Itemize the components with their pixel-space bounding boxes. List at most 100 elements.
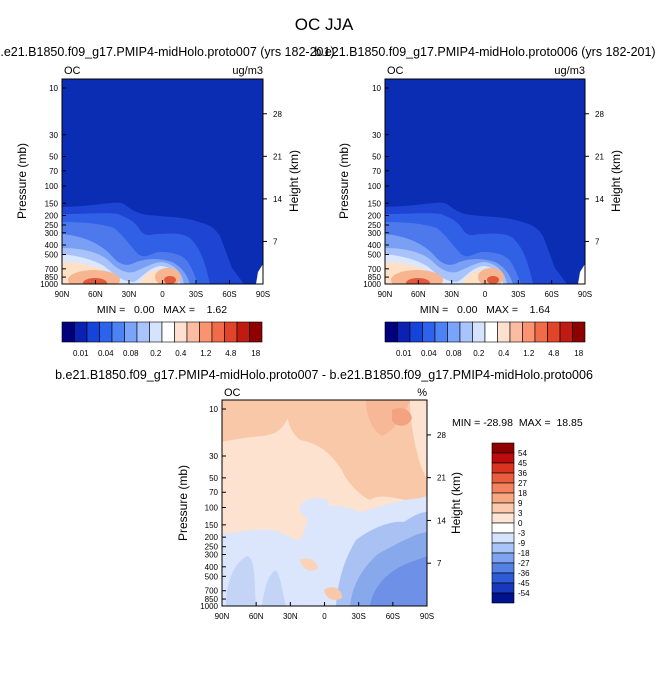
colorbar-swatch [249,321,263,343]
colorbar-swatch [491,532,515,544]
height-tick-label: 14 [437,516,446,525]
colorbar-swatch [572,321,586,343]
y-tick-label: 10 [49,84,58,93]
colorbar-swatch [124,321,138,343]
colorbar-swatch [491,562,515,574]
colorbar-label: 0.08 [123,349,139,358]
colorbar-swatch [99,321,113,343]
colorbar-label: -18 [518,549,530,558]
y-tick-label: 30 [209,452,218,461]
colorbar-swatch [447,321,461,343]
colorbar-label: 1.2 [523,349,535,358]
x-tick-label: 60S [545,290,559,299]
x-tick-label: 90N [215,612,230,621]
colorbar-swatch [491,472,515,484]
colorbar-label: 18 [574,349,583,358]
colorbar-label: 0.4 [175,349,187,358]
x-tick-label: 90S [420,612,434,621]
colorbar-label: 36 [518,469,527,478]
colorbar-swatch [509,321,523,343]
colorbar-swatch [149,321,163,343]
height-tick-label: 21 [273,152,282,161]
colorbar-label: 0.08 [446,349,462,358]
x-tick-label: 0 [160,290,165,299]
panel-2-left-label: OC [387,65,404,77]
x-tick-label: 90S [578,290,592,299]
height-tick-label: 28 [595,110,604,119]
x-tick-label: 60S [222,290,236,299]
colorbar-swatch [534,321,548,343]
colorbar-swatch [491,442,515,454]
colorbar-swatch [491,482,515,494]
colorbar-label: 0.4 [498,349,510,358]
page-title: OC JJA [295,15,354,34]
y-tick-label: 850 [205,595,219,604]
colorbar-swatch [211,321,225,343]
y-tick-label: 700 [205,587,219,596]
y-tick-label: 200 [45,212,59,221]
height-tick-label: 7 [595,237,600,246]
y-tick-label: 50 [209,474,218,483]
colorbar-swatch [61,321,75,343]
colorbar-swatch [491,552,515,564]
panel-3-units: % [417,387,427,399]
colorbar-swatch [199,321,213,343]
colorbar-label: 18 [251,349,260,358]
panel-3-min-max: MIN = -28.98 MAX = 18.85 [452,417,583,429]
colorbar-swatch [491,492,515,504]
colorbar-label: -54 [518,589,530,598]
colorbar-label: -27 [518,559,530,568]
height-tick-label: 21 [437,474,446,483]
x-tick-label: 90N [55,290,70,299]
colorbar-swatch [186,321,200,343]
height-tick-label: 14 [595,195,604,204]
y-tick-label: 250 [45,221,59,230]
y-tick-label: 400 [45,241,59,250]
colorbar-label: 18 [518,489,527,498]
panel-3: b.e21.B1850.f09_g17.PMIP4-midHolo.proto0… [55,368,593,621]
height-tick-label: 14 [273,195,282,204]
panel-2-ylabel: Pressure (mb) [337,143,351,219]
x-tick-label: 60N [88,290,103,299]
y-tick-label: 50 [49,152,58,161]
colorbar-label: 0 [518,519,523,528]
colorbar-label: 3 [518,509,523,518]
colorbar-swatch [491,512,515,524]
x-tick-label: 30S [352,612,366,621]
panel-2: b.e21.B1850.f09_g17.PMIP4-midHolo.proto0… [314,45,655,358]
x-tick-label: 30N [122,290,137,299]
y-tick-label: 150 [205,521,219,530]
colorbar-swatch [161,321,175,343]
panel-2-axes: 90N 60N 30N 0 30S 60S 90S 10 30 50 70 100 150 2002503… [363,84,604,299]
colorbar-swatch [422,321,436,343]
height-tick-label: 7 [273,237,278,246]
colorbar-swatch [136,321,150,343]
y-tick-label: 250 [368,221,382,230]
colorbar-label: 54 [518,449,527,458]
y-tick-label: 700 [368,265,382,274]
height-tick-label: 28 [437,431,446,440]
height-tick-label: 21 [595,152,604,161]
y-tick-label: 70 [49,167,58,176]
y-tick-label: 100 [368,182,382,191]
y-tick-label: 500 [205,572,219,581]
colorbar-swatch [491,592,515,604]
colorbar-swatch [491,452,515,464]
y-tick-label: 1000 [40,280,58,289]
panel-3-y2label: Height (km) [449,472,463,534]
y-tick-label: 400 [205,563,219,572]
panel-3-title: b.e21.B1850.f09_g17.PMIP4-midHolo.proto0… [55,368,593,382]
colorbar-swatch [74,321,88,343]
panel-2-field [385,79,585,284]
y-tick-label: 300 [368,229,382,238]
colorbar-swatch [86,321,100,343]
colorbar-swatch [491,462,515,474]
y-tick-label: 10 [209,405,218,414]
panel-1-title: b.e21.B1850.f09_g17.PMIP4-midHolo.proto0… [0,45,335,59]
colorbar-label: 0.01 [396,349,412,358]
y-tick-label: 200 [368,212,382,221]
colorbar-label: -45 [518,579,530,588]
y-tick-label: 70 [372,167,381,176]
